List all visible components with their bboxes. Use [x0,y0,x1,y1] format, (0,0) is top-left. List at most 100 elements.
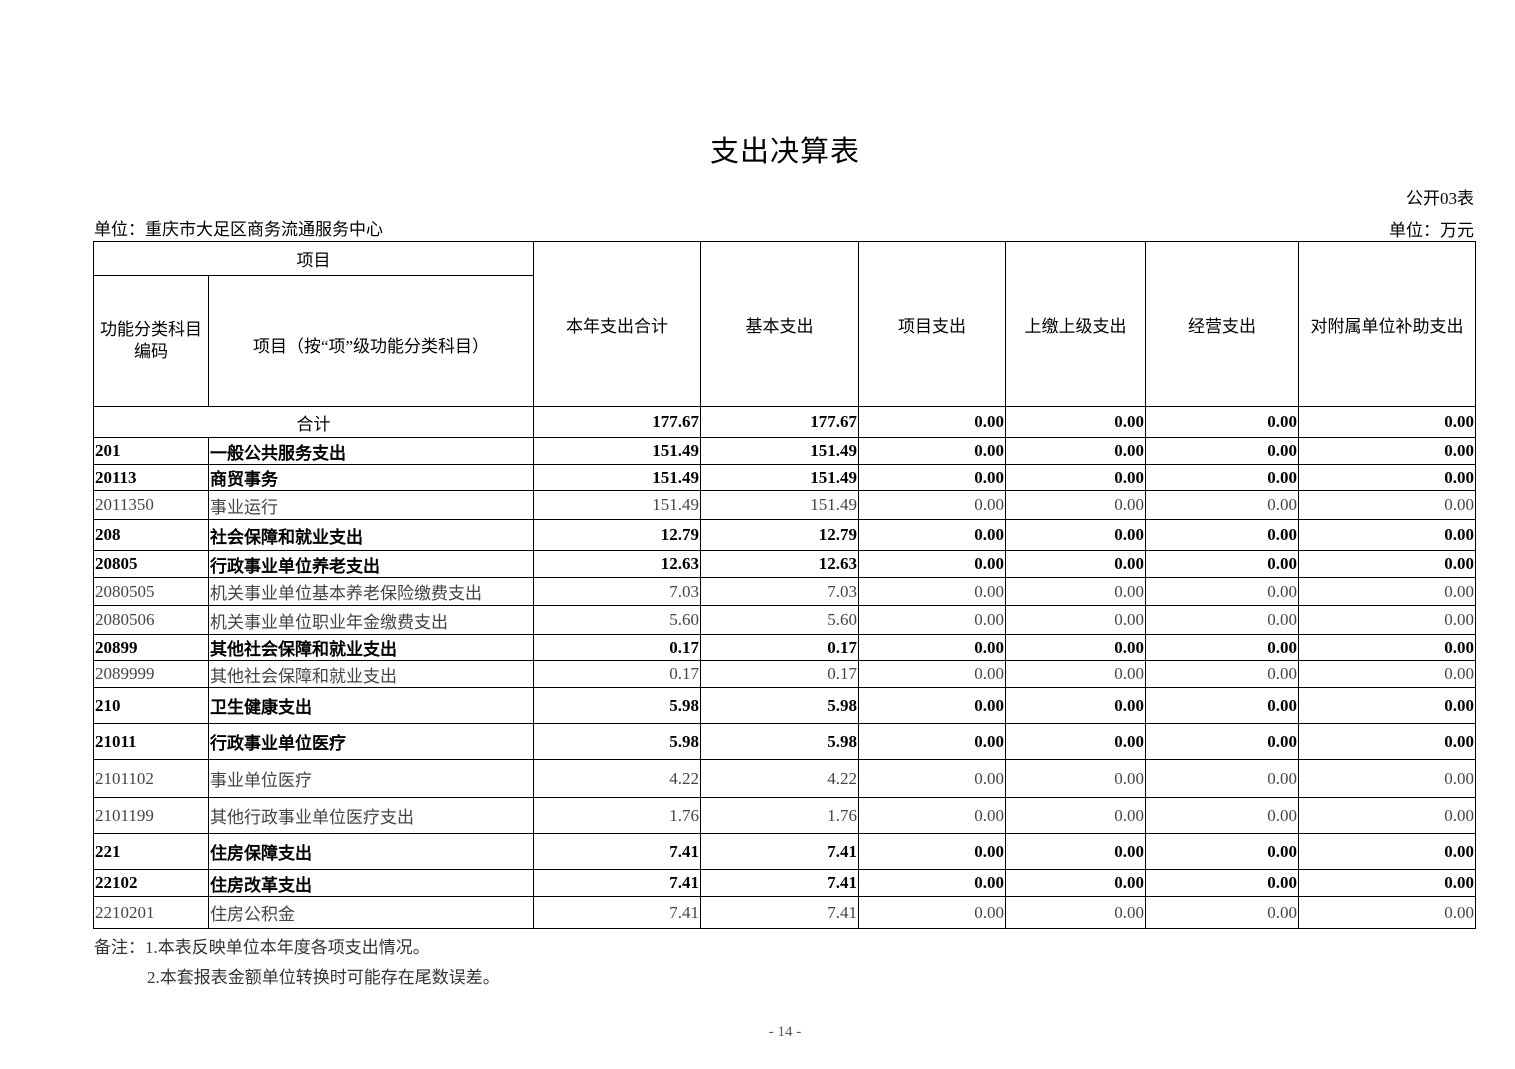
table-row: 2210201 住房公积金 7.41 7.41 0.00 0.00 0.00 0.00 [93,896,1476,929]
row-name: 机关事业单位职业年金缴费支出 [208,605,534,635]
row-value: 7.41 [533,869,701,897]
row-value: 0.00 [1005,797,1146,834]
row-name: 行政事业单位医疗 [208,723,534,760]
row-name: 住房公积金 [208,896,534,929]
row-name: 事业单位医疗 [208,759,534,798]
row-value: 0.00 [858,490,1006,520]
row-value: 4.22 [700,759,859,798]
page-title: 支出决算表 [709,136,860,168]
row-value: 5.60 [700,605,859,635]
row-code: 2011350 [93,490,209,520]
header-col: 上缴上级支出 [1005,241,1146,407]
row-value: 0.00 [858,687,1006,724]
header-col: 对附属单位补助支出 [1298,241,1476,407]
note-2: 2.本套报表金额单位转换时可能存在尾数误差。 [147,968,500,987]
row-value: 0.00 [1005,687,1146,724]
row-value: 0.00 [1005,723,1146,760]
row-value: 0.17 [533,634,701,661]
table-row: 20805 行政事业单位养老支出 12.63 12.63 0.00 0.00 0.00 0.0… [93,550,1476,578]
row-value: 0.00 [858,605,1006,635]
row-value: 12.63 [700,550,859,578]
row-value: 5.98 [533,723,701,760]
row-code: 2080506 [93,605,209,635]
row-value: 0.00 [858,869,1006,897]
table-row: 221 住房保障支出 7.41 7.41 0.00 0.00 0.00 0.00 [93,833,1476,870]
header-project-group: 项目 [93,241,534,276]
table-row: 2101102 事业单位医疗 4.22 4.22 0.00 0.00 0.00 0.00 [93,759,1476,798]
row-value: 0.00 [858,634,1006,661]
row-value: 0.00 [1145,687,1299,724]
row-value: 5.98 [700,723,859,760]
table-row: 22102 住房改革支出 7.41 7.41 0.00 0.00 0.00 0.00 [93,869,1476,897]
row-value: 0.00 [1298,634,1476,661]
row-value: 5.98 [700,687,859,724]
row-name: 卫生健康支出 [208,687,534,724]
row-value: 0.00 [1145,723,1299,760]
row-value: 0.00 [1005,464,1146,491]
row-value: 0.00 [1145,759,1299,798]
table-row: 21011 行政事业单位医疗 5.98 5.98 0.00 0.00 0.00 0.00 [93,723,1476,760]
row-name: 住房保障支出 [208,833,534,870]
row-value: 0.00 [1298,437,1476,465]
row-value: 1.76 [533,797,701,834]
total-value: 0.00 [1005,406,1146,438]
header-col: 项目支出 [858,241,1006,407]
row-value: 0.00 [1298,550,1476,578]
row-name: 社会保障和就业支出 [208,519,534,551]
row-value: 0.00 [1005,519,1146,551]
row-value: 0.00 [1005,759,1146,798]
row-value: 1.76 [700,797,859,834]
row-value: 0.00 [1145,519,1299,551]
row-value: 151.49 [700,490,859,520]
total-label: 合计 [93,406,534,438]
row-value: 0.00 [1005,660,1146,688]
expenditure-table: 项目 本年支出合计 基本支出 项目支出 上缴上级支出 经营支出 对附属单位补助支… [93,241,1476,929]
row-value: 0.00 [1005,869,1146,897]
row-value: 0.00 [1005,577,1146,606]
row-value: 0.00 [858,577,1006,606]
row-name: 其他行政事业单位医疗支出 [208,797,534,834]
row-value: 0.00 [1005,490,1146,520]
row-value: 0.00 [1298,896,1476,929]
row-value: 0.17 [700,634,859,661]
row-value: 0.00 [858,723,1006,760]
row-value: 7.03 [533,577,701,606]
table-row: 2080506 机关事业单位职业年金缴费支出 5.60 5.60 0.00 0.00 0.0… [93,605,1476,635]
row-value: 0.00 [1145,634,1299,661]
row-value: 0.00 [1005,634,1146,661]
row-value: 0.00 [1298,797,1476,834]
row-value: 0.00 [858,519,1006,551]
total-value: 177.67 [700,406,859,438]
header-col: 本年支出合计 [533,241,701,407]
row-value: 151.49 [533,490,701,520]
row-value: 0.00 [1298,833,1476,870]
row-value: 151.49 [533,437,701,465]
row-name: 机关事业单位基本养老保险缴费支出 [208,577,534,606]
row-value: 0.00 [1298,577,1476,606]
row-value: 0.17 [700,660,859,688]
row-value: 0.00 [858,833,1006,870]
row-value: 0.00 [1298,519,1476,551]
row-value: 0.00 [1005,550,1146,578]
row-value: 0.00 [858,896,1006,929]
row-value: 0.00 [1298,759,1476,798]
row-code: 2080505 [93,577,209,606]
row-value: 0.00 [858,759,1006,798]
unit-name: 单位：重庆市大足区商务流通服务中心 [94,220,383,239]
row-name: 商贸事务 [208,464,534,491]
row-value: 0.00 [1005,896,1146,929]
total-value: 177.67 [533,406,701,438]
row-value: 7.41 [700,833,859,870]
table-row: 2011350 事业运行 151.49 151.49 0.00 0.00 0.00 0.00 [93,490,1476,520]
row-code: 2101199 [93,797,209,834]
total-value: 0.00 [1145,406,1299,438]
note-1: 备注：1.本表反映单位本年度各项支出情况。 [94,938,430,957]
row-value: 0.00 [858,464,1006,491]
row-value: 7.41 [700,896,859,929]
row-name: 一般公共服务支出 [208,437,534,465]
row-value: 0.00 [1145,797,1299,834]
row-value: 0.00 [1145,660,1299,688]
row-code: 20805 [93,550,209,578]
row-value: 151.49 [700,464,859,491]
row-name: 其他社会保障和就业支出 [208,660,534,688]
